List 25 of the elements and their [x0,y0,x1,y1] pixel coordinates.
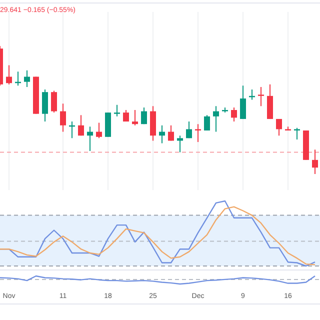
candlestick [240,85,246,120]
candlestick [231,106,237,122]
candlestick [186,121,192,139]
candlestick [276,118,282,136]
candlestick [195,124,201,142]
candlestick [267,84,273,120]
candlestick [177,135,183,153]
candlestick [51,90,57,114]
candlestick [96,122,102,139]
candlestick [60,103,66,132]
candlestick [141,106,147,125]
candlestick [6,64,12,85]
candlestick [168,124,174,142]
candlestick [87,126,93,152]
candlestick [114,104,120,117]
candlestick [78,114,84,136]
candlestick [204,114,210,131]
candlestick [24,70,30,88]
candlestick [42,89,48,122]
candlestick [132,110,138,126]
candlestick [294,127,300,140]
candlestick [159,124,165,144]
candlestick [312,149,318,174]
candlestick [213,106,219,132]
candlestick [258,86,264,107]
